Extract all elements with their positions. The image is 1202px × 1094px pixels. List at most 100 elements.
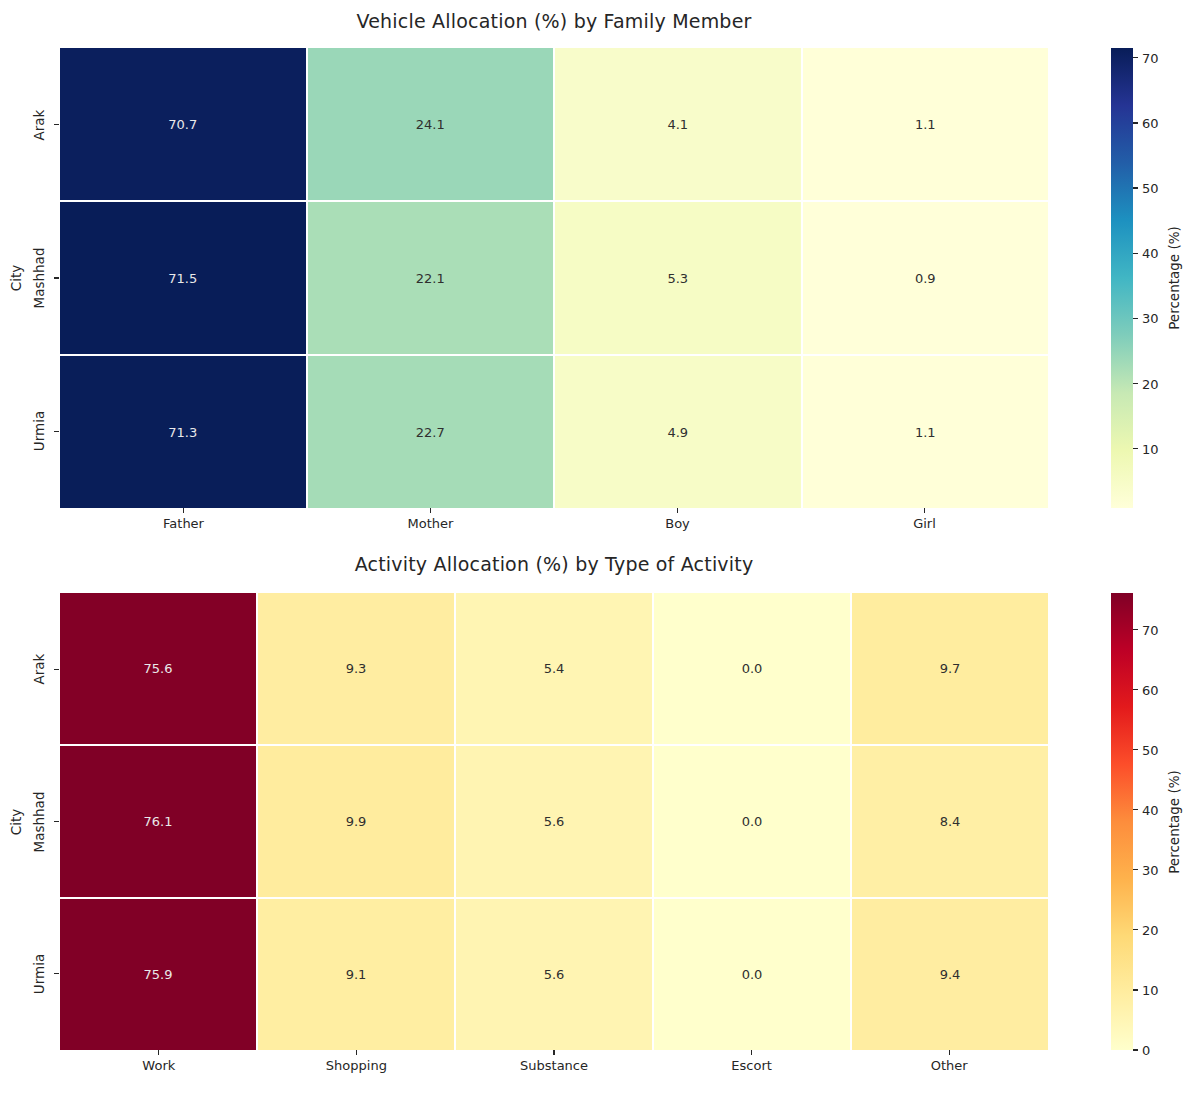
y-axis-tickmark [54,973,59,974]
heatmap-cell: 71.3 [60,356,306,508]
colorbar-tick-label: 50 [1142,742,1159,757]
y-tick-label: Urmia [31,954,47,994]
y-tick-label: Arak [31,109,47,140]
y-tick-label: Mashhad [31,248,47,309]
x-tick-label: Work [142,1058,175,1073]
colorbar-tick-label: 60 [1142,682,1159,697]
x-axis-tickmark [553,1050,554,1055]
x-tick-label: Other [931,1058,968,1073]
colorbar-tick-label: 70 [1142,622,1159,637]
colorbar-tick-label: 50 [1142,181,1159,196]
heatmap-cell: 1.1 [803,48,1049,200]
colorbar-tickmark [1133,448,1138,449]
y-axis-tickmark [54,669,59,670]
heatmap-panel-vehicle-allocation: Vehicle Allocation (%) by Family Member … [0,0,1202,547]
y-axis-label: City [8,265,24,291]
colorbar-tickmark [1133,929,1138,930]
heatmap-cell: 9.3 [258,593,454,744]
colorbar-tickmark [1133,809,1138,810]
heatmap-cell: 75.6 [60,593,256,744]
x-tick-label: Boy [665,516,690,531]
colorbar-tickmark [1133,749,1138,750]
heatmap-cell: 4.1 [555,48,801,200]
colorbar-tick-label: 10 [1142,982,1159,997]
heatmap-cell: 0.0 [654,593,850,744]
heatmap-cell: 24.1 [308,48,554,200]
colorbar-tickmark [1133,629,1138,630]
colorbar-tickmark [1133,1049,1138,1050]
colorbar-tickmark [1133,187,1138,188]
colorbar-axis-label: Percentage (%) [1166,226,1182,330]
figure: Vehicle Allocation (%) by Family Member … [0,0,1202,1094]
colorbar-tick-label: 40 [1142,802,1159,817]
colorbar-tickmark [1133,383,1138,384]
colorbar-tick-label: 10 [1142,441,1159,456]
heatmap-cell: 0.0 [654,899,850,1050]
heatmap-cell: 4.9 [555,356,801,508]
heatmap-grid: 70.724.14.11.171.522.15.30.971.322.74.91… [60,48,1048,508]
colorbar-tick-label: 20 [1142,376,1159,391]
y-tick-label: Urmia [31,411,47,451]
x-axis-tickmark [356,1050,357,1055]
y-tick-label: Mashhad [31,791,47,852]
x-tick-label: Escort [731,1058,772,1073]
x-axis-tickmark [924,508,925,513]
heatmap-cell: 9.1 [258,899,454,1050]
colorbar-tickmark [1133,989,1138,990]
heatmap-cell: 5.6 [456,899,652,1050]
colorbar-tickmark [1133,318,1138,319]
x-axis-tickmark [949,1050,950,1055]
heatmap-cell: 71.5 [60,202,306,354]
colorbar-tickmark [1133,122,1138,123]
y-axis-tickmark [54,431,59,432]
colorbar-tick-label: 20 [1142,922,1159,937]
colorbar-tick-label: 60 [1142,115,1159,130]
x-axis-tickmark [751,1050,752,1055]
colorbar-tick-label: 70 [1142,50,1159,65]
colorbar-tick-label: 30 [1142,862,1159,877]
x-tick-label: Father [163,516,204,531]
chart-title: Vehicle Allocation (%) by Family Member [60,10,1048,32]
heatmap-cell: 22.7 [308,356,554,508]
heatmap-cell: 0.9 [803,202,1049,354]
colorbar-gradient [1111,48,1133,508]
colorbar-tickmark [1133,57,1138,58]
x-axis-tickmark [183,508,184,513]
heatmap-cell: 5.3 [555,202,801,354]
colorbar-tick-label: 0 [1142,1043,1150,1058]
heatmap-cell: 1.1 [803,356,1049,508]
heatmap-cell: 75.9 [60,899,256,1050]
y-axis-label: City [8,808,24,834]
heatmap-cell: 9.7 [852,593,1048,744]
heatmap-cell: 22.1 [308,202,554,354]
colorbar-tick-label: 40 [1142,246,1159,261]
y-axis-tickmark [54,124,59,125]
x-tick-label: Girl [913,516,936,531]
heatmap-cell: 9.4 [852,899,1048,1050]
heatmap-cell: 5.6 [456,746,652,897]
colorbar-tickmark [1133,253,1138,254]
heatmap-cell: 70.7 [60,48,306,200]
colorbar-axis-label: Percentage (%) [1166,770,1182,874]
heatmap-grid: 75.69.35.40.09.776.19.95.60.08.475.99.15… [60,593,1048,1050]
y-axis-tickmark [54,277,59,278]
colorbar-tickmark [1133,869,1138,870]
heatmap-cell: 8.4 [852,746,1048,897]
x-axis-tickmark [158,1050,159,1055]
x-tick-label: Shopping [326,1058,387,1073]
chart-title: Activity Allocation (%) by Type of Activ… [60,553,1048,575]
heatmap-cell: 76.1 [60,746,256,897]
x-axis-tickmark [430,508,431,513]
colorbar-tick-label: 30 [1142,311,1159,326]
x-axis-tickmark [677,508,678,513]
x-tick-label: Substance [520,1058,588,1073]
heatmap-cell: 0.0 [654,746,850,897]
colorbar-gradient [1111,593,1133,1050]
y-tick-label: Arak [31,654,47,685]
heatmap-panel-activity-allocation: Activity Allocation (%) by Type of Activ… [0,547,1202,1094]
y-axis-tickmark [54,821,59,822]
heatmap-cell: 5.4 [456,593,652,744]
colorbar-tickmark [1133,689,1138,690]
heatmap-cell: 9.9 [258,746,454,897]
x-tick-label: Mother [408,516,454,531]
